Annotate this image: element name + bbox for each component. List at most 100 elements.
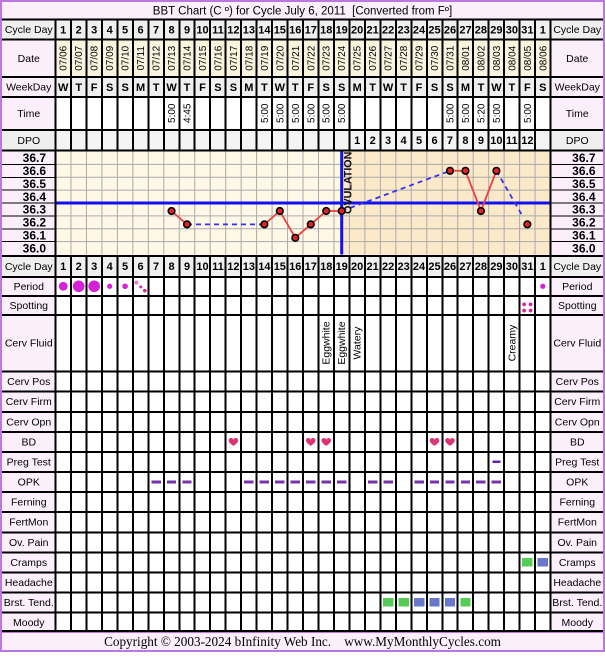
svg-text:M: M — [461, 82, 470, 94]
svg-text:16: 16 — [289, 261, 301, 273]
svg-text:6: 6 — [138, 24, 144, 36]
svg-text:T: T — [184, 82, 191, 94]
svg-text:6: 6 — [431, 135, 437, 147]
svg-text:Date: Date — [566, 53, 588, 65]
svg-text:Date: Date — [18, 53, 40, 65]
svg-text:Brst. Tend.: Brst. Tend. — [4, 597, 54, 609]
svg-text:11: 11 — [212, 24, 224, 36]
svg-text:3: 3 — [91, 24, 97, 36]
svg-text:1: 1 — [60, 261, 66, 273]
svg-text:BBT Chart (C º) for Cycle July: BBT Chart (C º) for Cycle July 6, 2011 [… — [153, 5, 452, 17]
svg-text:T: T — [261, 82, 268, 94]
svg-text:07/08: 07/08 — [90, 45, 101, 70]
svg-text:8: 8 — [168, 24, 174, 36]
svg-text:4:45: 4:45 — [183, 103, 194, 123]
svg-text:07/31: 07/31 — [445, 45, 456, 70]
svg-text:36.0: 36.0 — [572, 241, 596, 255]
svg-text:Period: Period — [14, 281, 45, 293]
svg-text:19: 19 — [336, 24, 348, 36]
svg-text:5:00: 5:00 — [523, 103, 534, 123]
svg-text:3: 3 — [385, 135, 391, 147]
svg-text:2: 2 — [76, 24, 82, 36]
svg-text:10: 10 — [196, 261, 208, 273]
svg-text:07/20: 07/20 — [275, 45, 286, 70]
svg-text:Moody: Moody — [13, 617, 45, 629]
svg-text:Ov. Pain: Ov. Pain — [9, 537, 49, 549]
svg-text:15: 15 — [274, 261, 286, 273]
svg-text:2: 2 — [370, 135, 376, 147]
svg-text:5:00: 5:00 — [275, 103, 286, 123]
svg-text:S: S — [539, 82, 546, 94]
svg-text:07/15: 07/15 — [198, 45, 209, 70]
svg-text:Cerv Opn: Cerv Opn — [555, 416, 600, 428]
svg-text:19: 19 — [336, 261, 348, 273]
svg-text:W: W — [166, 82, 177, 94]
svg-text:36.7: 36.7 — [23, 151, 47, 165]
svg-text:07/23: 07/23 — [322, 45, 333, 70]
svg-text:5: 5 — [122, 261, 128, 273]
svg-text:10: 10 — [490, 135, 502, 147]
svg-text:Cycle Day: Cycle Day — [553, 261, 602, 273]
svg-text:16: 16 — [289, 24, 301, 36]
svg-text:Cycle Day: Cycle Day — [553, 24, 602, 36]
svg-text:26: 26 — [444, 261, 456, 273]
svg-text:Period: Period — [562, 281, 593, 293]
svg-text:5:20: 5:20 — [476, 103, 487, 123]
svg-text:07/21: 07/21 — [291, 45, 302, 70]
svg-text:Brst. Tend.: Brst. Tend. — [552, 597, 602, 609]
svg-text:FertMon: FertMon — [558, 517, 597, 529]
svg-text:Creamy: Creamy — [506, 324, 518, 362]
svg-text:Copyright © 2003-2024 bInfinit: Copyright © 2003-2024 bInfinity Web Inc.… — [104, 634, 502, 649]
svg-text:17: 17 — [305, 261, 317, 273]
svg-text:07/10: 07/10 — [121, 45, 132, 70]
svg-text:OPK: OPK — [18, 477, 40, 489]
svg-text:T: T — [153, 82, 160, 94]
svg-text:S: S — [323, 82, 330, 94]
svg-text:Time: Time — [566, 108, 589, 120]
svg-text:F: F — [91, 82, 98, 94]
svg-text:31: 31 — [521, 24, 533, 36]
svg-text:WeekDay: WeekDay — [555, 82, 601, 94]
svg-text:5:00: 5:00 — [445, 103, 456, 123]
svg-text:5:00: 5:00 — [322, 103, 333, 123]
svg-text:S: S — [230, 82, 237, 94]
svg-text:BD: BD — [21, 436, 36, 448]
svg-text:5:00: 5:00 — [306, 103, 317, 123]
svg-text:5: 5 — [416, 135, 422, 147]
svg-text:3: 3 — [91, 261, 97, 273]
svg-text:5:00: 5:00 — [167, 103, 178, 123]
svg-text:07/29: 07/29 — [415, 45, 426, 70]
svg-text:25: 25 — [428, 261, 440, 273]
svg-text:T: T — [400, 82, 407, 94]
svg-text:W: W — [58, 82, 69, 94]
svg-text:13: 13 — [243, 261, 255, 273]
svg-text:Cerv Firm: Cerv Firm — [6, 396, 52, 408]
svg-text:20: 20 — [351, 261, 363, 273]
svg-text:Cerv Opn: Cerv Opn — [6, 416, 51, 428]
svg-text:M: M — [244, 82, 253, 94]
svg-text:36.3: 36.3 — [23, 203, 47, 217]
svg-text:07/30: 07/30 — [430, 45, 441, 70]
svg-text:31: 31 — [521, 261, 533, 273]
svg-text:4: 4 — [107, 261, 114, 273]
svg-text:Headache: Headache — [553, 577, 601, 589]
svg-text:20: 20 — [351, 24, 363, 36]
svg-text:36.3: 36.3 — [572, 203, 596, 217]
svg-text:Preg Test: Preg Test — [7, 456, 51, 468]
svg-text:1: 1 — [354, 135, 360, 147]
svg-text:29: 29 — [490, 24, 502, 36]
svg-text:24: 24 — [413, 261, 426, 273]
svg-text:08/06: 08/06 — [538, 45, 549, 70]
svg-text:Cramps: Cramps — [10, 557, 47, 569]
svg-text:S: S — [446, 82, 453, 94]
svg-text:9: 9 — [478, 135, 484, 147]
svg-text:Headache: Headache — [5, 577, 53, 589]
svg-text:25: 25 — [428, 24, 440, 36]
svg-text:18: 18 — [320, 261, 332, 273]
svg-text:21: 21 — [367, 24, 379, 36]
svg-text:36.5: 36.5 — [23, 177, 47, 191]
svg-text:07/18: 07/18 — [244, 45, 255, 70]
svg-text:36.7: 36.7 — [572, 151, 596, 165]
svg-text:1: 1 — [60, 24, 66, 36]
svg-text:28: 28 — [475, 24, 487, 36]
